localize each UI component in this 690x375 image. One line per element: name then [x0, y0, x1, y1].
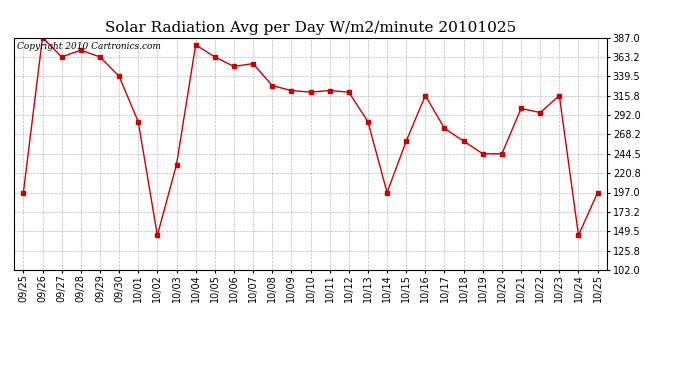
Title: Solar Radiation Avg per Day W/m2/minute 20101025: Solar Radiation Avg per Day W/m2/minute … [105, 21, 516, 35]
Text: Copyright 2010 Cartronics.com: Copyright 2010 Cartronics.com [17, 42, 161, 51]
